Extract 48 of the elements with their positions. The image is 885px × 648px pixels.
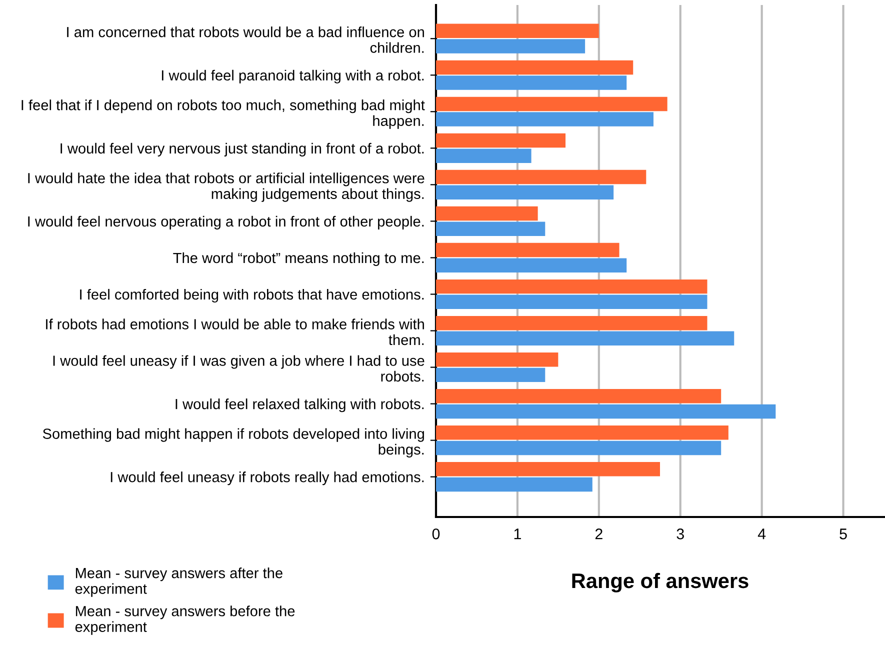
y-tick-label: I feel that if I depend on robots too much, something bad might happen. xyxy=(22,100,425,129)
x-tick-label: 1 xyxy=(514,528,521,540)
bar xyxy=(436,477,592,492)
bar xyxy=(436,440,722,456)
bar xyxy=(436,368,546,382)
bar xyxy=(436,352,558,367)
bar xyxy=(436,404,776,419)
y-tick-label: I would feel uneasy if robots really had emotions. xyxy=(110,472,424,486)
x-tick-label: 4 xyxy=(758,528,766,540)
bar xyxy=(436,389,722,404)
bar xyxy=(436,242,620,258)
bar xyxy=(436,39,586,54)
y-tick-label: I am concerned that robots would be a bad influence on children. xyxy=(67,26,424,53)
y-tick-label: I would feel nervous operating a robot in front of other people. xyxy=(28,216,424,230)
bar xyxy=(436,279,708,294)
legend-label: Mean - survey answers before the experiment xyxy=(75,606,295,635)
y-tick-label: I feel comforted being with robots that have emotions. xyxy=(80,288,424,303)
y-tick-label: I would feel uneasy if I was given a job where I had to use robots. xyxy=(53,355,424,382)
x-tick-label: 0 xyxy=(432,528,440,540)
bar xyxy=(436,426,728,440)
x-axis-title: Range of answers xyxy=(572,572,748,592)
y-tick-label: I would hate the idea that robots or artificial intelligences were making judgements about things. xyxy=(28,172,424,202)
bar xyxy=(436,170,646,184)
bar xyxy=(436,76,627,90)
bar xyxy=(436,112,654,126)
bar xyxy=(436,133,566,148)
x-tick-label: 5 xyxy=(840,528,847,540)
y-tick-label: The word “robot” means nothing to me. xyxy=(173,252,424,266)
bar xyxy=(436,96,668,112)
y-tick-label: If robots had emotions I would be able to make friends with them. xyxy=(46,318,424,346)
bar xyxy=(436,316,708,330)
bar xyxy=(436,258,627,273)
y-tick-label: I would feel paranoid talking with a robot. xyxy=(162,70,424,84)
y-tick-label: Something bad might happen if robots developed into living beings. xyxy=(42,428,424,458)
bar xyxy=(436,60,634,75)
bar xyxy=(436,148,532,163)
bar xyxy=(436,462,660,476)
bar xyxy=(436,331,734,346)
bar xyxy=(436,185,614,200)
bar xyxy=(436,294,708,310)
bar xyxy=(436,222,546,236)
y-tick-label: I would feel very nervous just standing in front of a robot. xyxy=(60,142,424,156)
bar xyxy=(436,206,538,221)
legend-label: Mean - survey answers after the experiment xyxy=(75,568,282,597)
x-tick-label: 2 xyxy=(595,528,602,540)
bar xyxy=(436,24,599,38)
x-tick-label: 3 xyxy=(676,528,684,540)
y-tick-label: I would feel relaxed talking with robots. xyxy=(176,398,424,412)
